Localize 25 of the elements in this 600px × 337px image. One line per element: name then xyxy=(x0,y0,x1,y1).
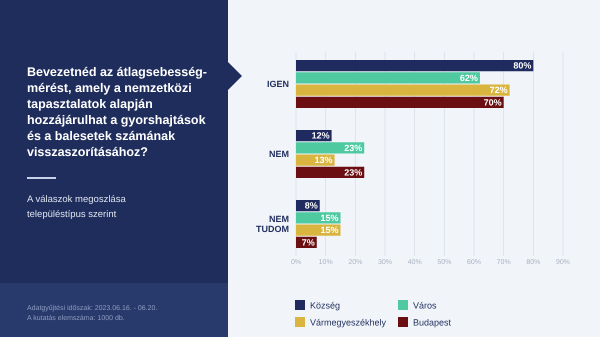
legend-label: Vármegyeszékhely xyxy=(310,318,387,328)
data-label: 7% xyxy=(302,237,315,248)
data-label: 23% xyxy=(344,167,362,178)
data-label: 8% xyxy=(304,200,318,211)
data-label: 12% xyxy=(312,130,330,141)
data-label: 80% xyxy=(513,60,532,71)
text: Bevezetnéd az átlagsebesség-mérést, amely a nemzetközi tapasztalatok alapján hozzájárulhat a gyorshajtások és a balesetek számának visszaszorításához? xyxy=(27,65,207,159)
data-label: 72% xyxy=(490,85,508,96)
y-tick-label: NEM xyxy=(269,149,289,159)
bar xyxy=(296,60,534,72)
bar xyxy=(296,72,480,84)
legend-label: Város xyxy=(413,300,438,310)
data-label: 62% xyxy=(460,72,478,83)
data-label: 23% xyxy=(344,142,362,153)
data-label: 15% xyxy=(320,212,338,223)
data-label: 15% xyxy=(320,225,338,236)
text: A válaszok megoszlása településtípus szerint xyxy=(27,194,126,220)
y-tick-label: IGEN xyxy=(266,79,289,89)
data-label: 13% xyxy=(314,155,333,166)
data-label: 70% xyxy=(484,97,502,108)
legend-label: Budapest xyxy=(413,318,452,328)
legend-label: Község xyxy=(310,300,340,310)
bar xyxy=(296,84,510,96)
y-tick-label: NEM TUDOM xyxy=(256,214,289,234)
bar xyxy=(296,96,504,108)
